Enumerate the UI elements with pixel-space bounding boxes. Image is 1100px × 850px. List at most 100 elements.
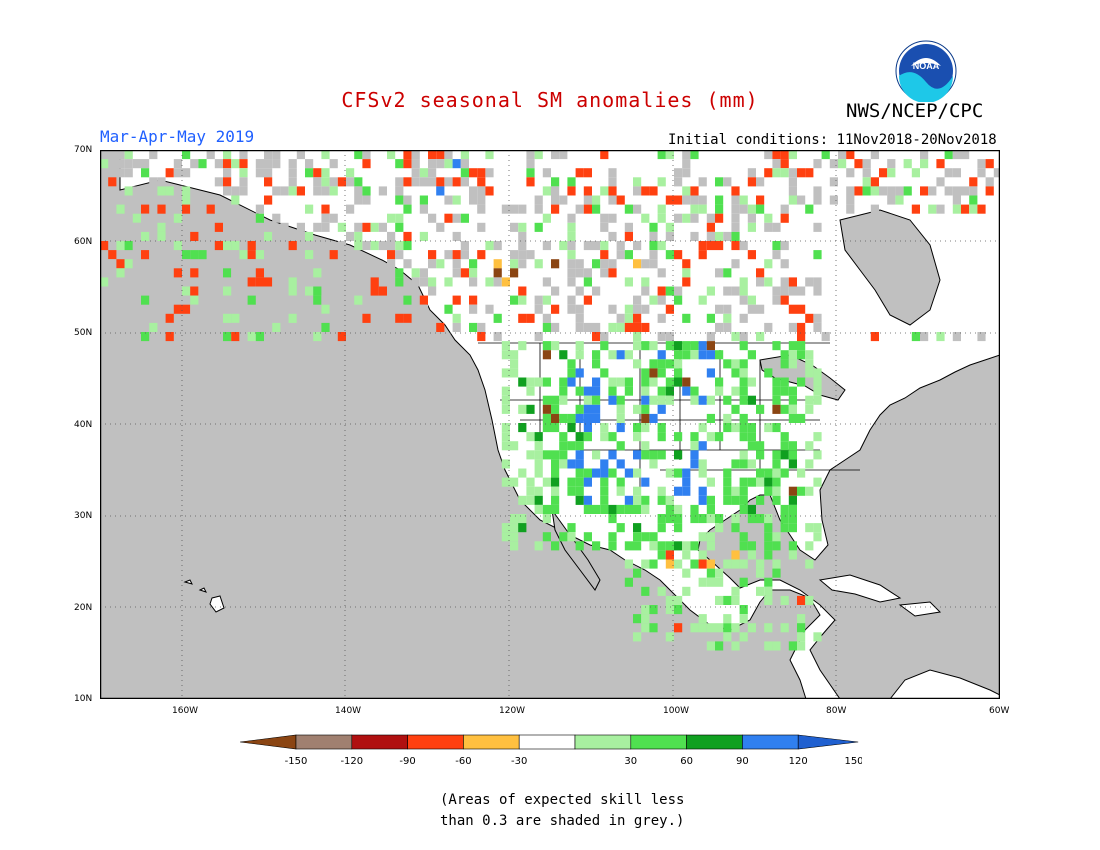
anomaly-cell — [395, 222, 404, 232]
anomaly-cell — [641, 286, 650, 296]
anomaly-cell — [641, 404, 650, 414]
anomaly-cell — [321, 204, 330, 214]
anomaly-cell — [165, 186, 174, 196]
anomaly-cell — [665, 150, 674, 160]
anomaly-cell — [657, 359, 666, 369]
anomaly-cell — [493, 268, 502, 278]
anomaly-cell — [329, 250, 338, 260]
anomaly-cell — [182, 295, 191, 305]
anomaly-cell — [518, 523, 527, 533]
anomaly-cell — [592, 359, 601, 369]
anomaly-cell — [395, 159, 404, 169]
anomaly-cell — [551, 413, 560, 423]
anomaly-cell — [387, 241, 396, 251]
anomaly-cell — [674, 623, 683, 633]
anomaly-cell — [772, 477, 781, 487]
map-frame — [100, 150, 1000, 699]
anomaly-cell — [272, 186, 281, 196]
anomaly-cell — [428, 177, 437, 187]
anomaly-cell — [739, 486, 748, 496]
anomaly-cell — [788, 404, 797, 414]
anomaly-cell — [780, 168, 789, 178]
anomaly-cell — [756, 195, 765, 205]
anomaly-cell — [354, 222, 363, 232]
anomaly-cell — [690, 514, 699, 524]
anomaly-cell — [715, 432, 724, 442]
anomaly-cell — [715, 523, 724, 533]
anomaly-cell — [493, 259, 502, 269]
anomaly-cell — [288, 313, 297, 323]
anomaly-cell — [247, 231, 256, 241]
anomaly-cell — [788, 459, 797, 469]
anomaly-cell — [132, 204, 141, 214]
anomaly-cell — [608, 468, 617, 478]
anomaly-cell — [633, 423, 642, 433]
anomaly-cell — [231, 332, 240, 342]
anomaly-cell — [559, 450, 568, 460]
anomaly-cell — [690, 441, 699, 451]
anomaly-cell — [674, 468, 683, 478]
anomaly-cell — [231, 304, 240, 314]
anomaly-cell — [403, 313, 412, 323]
anomaly-cell — [936, 159, 945, 169]
anomaly-cell — [961, 150, 970, 160]
anomaly-cell — [608, 504, 617, 514]
anomaly-cell — [436, 259, 445, 269]
anomaly-cell — [510, 523, 519, 533]
anomaly-cell — [780, 213, 789, 223]
anomaly-cell — [567, 304, 576, 314]
anomaly-cell — [690, 213, 699, 223]
anomaly-cell — [952, 168, 961, 178]
anomaly-cell — [583, 268, 592, 278]
anomaly-cell — [239, 222, 248, 232]
anomaly-cell — [583, 423, 592, 433]
anomaly-cell — [723, 304, 732, 314]
anomaly-cell — [641, 213, 650, 223]
anomaly-cell — [788, 277, 797, 287]
anomaly-cell — [526, 477, 535, 487]
anomaly-cell — [764, 586, 773, 596]
anomaly-cell — [731, 404, 740, 414]
anomaly-cell — [846, 204, 855, 214]
anomaly-cell — [731, 486, 740, 496]
anomaly-cell — [190, 268, 199, 278]
anomaly-cell — [805, 168, 814, 178]
anomaly-cell — [583, 495, 592, 505]
anomaly-cell — [206, 195, 215, 205]
anomaly-cell — [764, 532, 773, 542]
anomaly-cell — [641, 304, 650, 314]
anomaly-cell — [715, 241, 724, 251]
anomaly-cell — [600, 423, 609, 433]
anomaly-cell — [706, 504, 715, 514]
anomaly-cell — [403, 204, 412, 214]
anomaly-cell — [592, 468, 601, 478]
anomaly-cell — [395, 177, 404, 187]
anomaly-cell — [641, 277, 650, 287]
anomaly-cell — [706, 568, 715, 578]
anomaly-cell — [739, 332, 748, 342]
anomaly-cell — [747, 168, 756, 178]
anomaly-cell — [690, 386, 699, 396]
anomaly-cell — [321, 304, 330, 314]
anomaly-cell — [206, 204, 215, 214]
anomaly-cell — [772, 459, 781, 469]
anomaly-cell — [231, 241, 240, 251]
anomaly-cell — [624, 277, 633, 287]
anomaly-cell — [510, 350, 519, 360]
anomaly-cell — [444, 304, 453, 314]
anomaly-cell — [542, 350, 551, 360]
anomaly-cell — [378, 186, 387, 196]
anomaly-cell — [657, 241, 666, 251]
anomaly-cell — [313, 286, 322, 296]
anomaly-cell — [682, 150, 691, 160]
anomaly-cell — [870, 332, 879, 342]
anomaly-cell — [633, 504, 642, 514]
anomaly-cell — [690, 623, 699, 633]
anomaly-cell — [682, 568, 691, 578]
anomaly-cell — [346, 177, 355, 187]
anomaly-cell — [198, 250, 207, 260]
anomaly-cell — [255, 168, 264, 178]
anomaly-cell — [149, 150, 158, 160]
anomaly-cell — [756, 304, 765, 314]
skill-note-line-1: (Areas of expected skill less — [440, 792, 685, 808]
